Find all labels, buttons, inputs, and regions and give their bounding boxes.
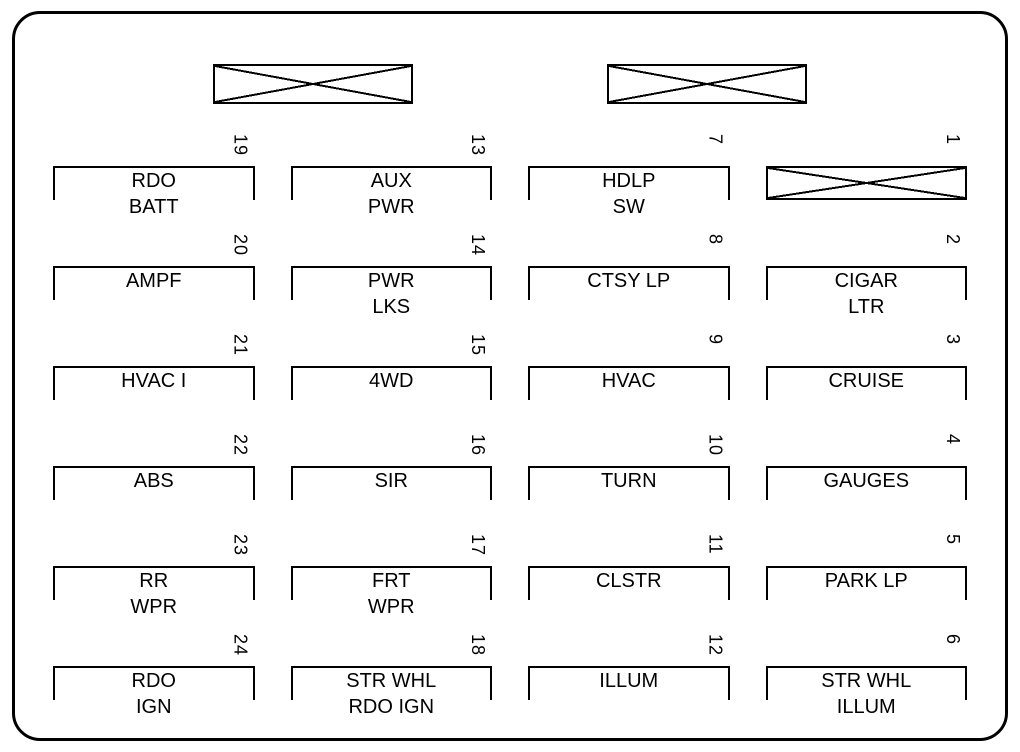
fuse-number: 16 [467, 434, 488, 456]
fuse-cell: 16 SIR [291, 434, 493, 534]
fuse-number: 8 [705, 234, 726, 245]
fuse-label: 4WD [291, 368, 493, 394]
fuse-number: 22 [230, 434, 251, 456]
fuse-number: 21 [230, 334, 251, 356]
fuse-grid: 19RDO BATT20AMPF21HVAC I22ABS23RR WPR24R… [53, 134, 967, 718]
fuse-cell: 7 HDLP SW [528, 134, 730, 234]
fuse-cell: 5 PARK LP [766, 534, 968, 634]
fuse-number: 2 [942, 234, 963, 245]
fuse-column: 1 2 CIGAR LTR 3 CRUISE 4 GAUGES 5 PARK LP 6 STR WH… [766, 134, 968, 734]
fuse-number: 4 [942, 434, 963, 445]
fuse-cell: 11 CLSTR [528, 534, 730, 634]
fuse-label: CRUISE [766, 368, 968, 394]
fuse-number: 13 [467, 134, 488, 156]
fuse-label: GAUGES [766, 468, 968, 494]
fuse-cell: 18 STR WHL RDO IGN [291, 634, 493, 734]
fuse-cell: 3 CRUISE [766, 334, 968, 434]
fuse-number: 17 [467, 534, 488, 556]
fuse-cell: 22 ABS [53, 434, 255, 534]
fuse-cell: 14 PWR LKS [291, 234, 493, 334]
fuse-label: HVAC I [53, 368, 255, 394]
relay-row [15, 64, 1005, 104]
fuse-cell: 8 CTSY LP [528, 234, 730, 334]
relay-left [213, 64, 413, 104]
fuse-number: 6 [942, 634, 963, 645]
fuse-number: 18 [467, 634, 488, 656]
fuse-number: 20 [230, 234, 251, 256]
fuse-cell: 12 ILLUM [528, 634, 730, 734]
fuse-cell: 13 AUX PWR [291, 134, 493, 234]
fuse-slot-empty [766, 166, 968, 200]
fuse-number: 1 [942, 134, 963, 145]
fuse-label: PARK LP [766, 568, 968, 594]
fuse-number: 14 [467, 234, 488, 256]
fuse-label: TURN [528, 468, 730, 494]
fuse-number: 19 [230, 134, 251, 156]
fuse-number: 5 [942, 534, 963, 545]
fuse-label: FRT WPR [291, 568, 493, 620]
fuse-column: 7 HDLP SW 8 CTSY LP 9 HVAC 10 TURN 11 CLSTR 12 ILLU… [528, 134, 730, 734]
fuse-cell: 10 TURN [528, 434, 730, 534]
fuse-label: STR WHL ILLUM [766, 668, 968, 720]
fuse-label: STR WHL RDO IGN [291, 668, 493, 720]
fuse-cell: 1 [766, 134, 968, 234]
fuse-label: CTSY LP [528, 268, 730, 294]
fuse-label: SIR [291, 468, 493, 494]
fuse-label: HDLP SW [528, 168, 730, 220]
fuse-box-panel: 19RDO BATT20AMPF21HVAC I22ABS23RR WPR24R… [12, 11, 1008, 741]
fuse-number: 12 [705, 634, 726, 656]
relay-right [607, 64, 807, 104]
fuse-cell: 15 4WD [291, 334, 493, 434]
fuse-label: CLSTR [528, 568, 730, 594]
fuse-cell: 24 RDO IGN [53, 634, 255, 734]
fuse-label: PWR LKS [291, 268, 493, 320]
fuse-column: 13 AUX PWR 14 PWR LKS 15 4WD 16 SIR 17 FRT WPR 18 S… [291, 134, 493, 734]
fuse-number: 7 [705, 134, 726, 145]
fuse-cell: 9 HVAC [528, 334, 730, 434]
fuse-label: ABS [53, 468, 255, 494]
fuse-number: 10 [705, 434, 726, 456]
fuse-number: 9 [705, 334, 726, 345]
fuse-column: 19 RDO BATT 20 AMPF 21 HVAC I 22 ABS 23 RR WPR 24 R… [53, 134, 255, 734]
fuse-label: AUX PWR [291, 168, 493, 220]
fuse-label: RR WPR [53, 568, 255, 620]
fuse-label: RDO BATT [53, 168, 255, 220]
fuse-cell: 20 AMPF [53, 234, 255, 334]
fuse-number: 24 [230, 634, 251, 656]
fuse-cell: 19 RDO BATT [53, 134, 255, 234]
fuse-number: 11 [705, 534, 726, 555]
fuse-cell: 4 GAUGES [766, 434, 968, 534]
fuse-cell: 21 HVAC I [53, 334, 255, 434]
fuse-label: AMPF [53, 268, 255, 294]
fuse-cell: 2 CIGAR LTR [766, 234, 968, 334]
fuse-number: 23 [230, 534, 251, 556]
fuse-number: 3 [942, 334, 963, 345]
fuse-label: RDO IGN [53, 668, 255, 720]
fuse-cell: 23 RR WPR [53, 534, 255, 634]
fuse-label: ILLUM [528, 668, 730, 694]
fuse-cell: 6 STR WHL ILLUM [766, 634, 968, 734]
fuse-label: CIGAR LTR [766, 268, 968, 320]
fuse-cell: 17 FRT WPR [291, 534, 493, 634]
fuse-number: 15 [467, 334, 488, 356]
fuse-label: HVAC [528, 368, 730, 394]
